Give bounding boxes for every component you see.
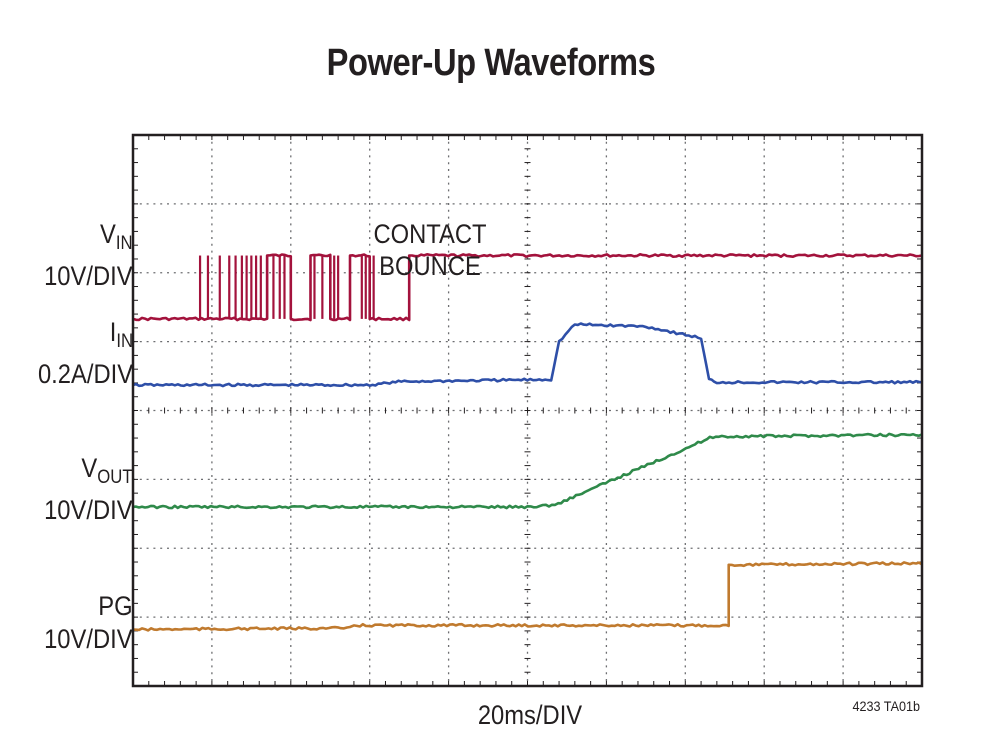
pg-scale: 10V/DIV xyxy=(44,624,133,654)
chart-title: Power-Up Waveforms xyxy=(326,42,656,84)
iin-label-sub: IN xyxy=(116,331,133,352)
annotation-line-1: CONTACT xyxy=(373,219,487,249)
iin-channel-label: IIN 0.2A/DIV xyxy=(38,316,133,391)
plot-frame xyxy=(131,133,924,688)
figure-id: 4233 TA01b xyxy=(852,698,921,714)
annotation-line-2: BOUNCE xyxy=(379,251,481,281)
trace-i-in xyxy=(132,322,923,388)
vin-label-sub: IN xyxy=(116,233,133,254)
trace-v-out xyxy=(132,432,923,510)
vin-scale: 10V/DIV xyxy=(44,261,133,291)
x-axis-label: 20ms/DIV xyxy=(477,700,583,730)
axis-ticks xyxy=(132,134,923,687)
pg-channel-label: PG 10V/DIV xyxy=(45,590,133,656)
vin-channel-label: VIN 10V/DIV xyxy=(45,218,133,293)
trace-pg xyxy=(132,561,923,632)
contact-bounce-annotation: CONTACT BOUNCE xyxy=(365,218,495,282)
vin-label-main: V xyxy=(100,219,117,249)
plot-traces xyxy=(132,253,923,632)
pg-label-main: PG xyxy=(98,591,133,621)
iin-scale: 0.2A/DIV xyxy=(37,359,133,389)
vout-scale: 10V/DIV xyxy=(44,495,133,525)
iin-label-main: I xyxy=(109,317,117,347)
vout-label-main: V xyxy=(81,453,98,483)
vout-label-sub: OUT xyxy=(97,467,133,488)
vout-channel-label: VOUT 10V/DIV xyxy=(45,452,133,527)
